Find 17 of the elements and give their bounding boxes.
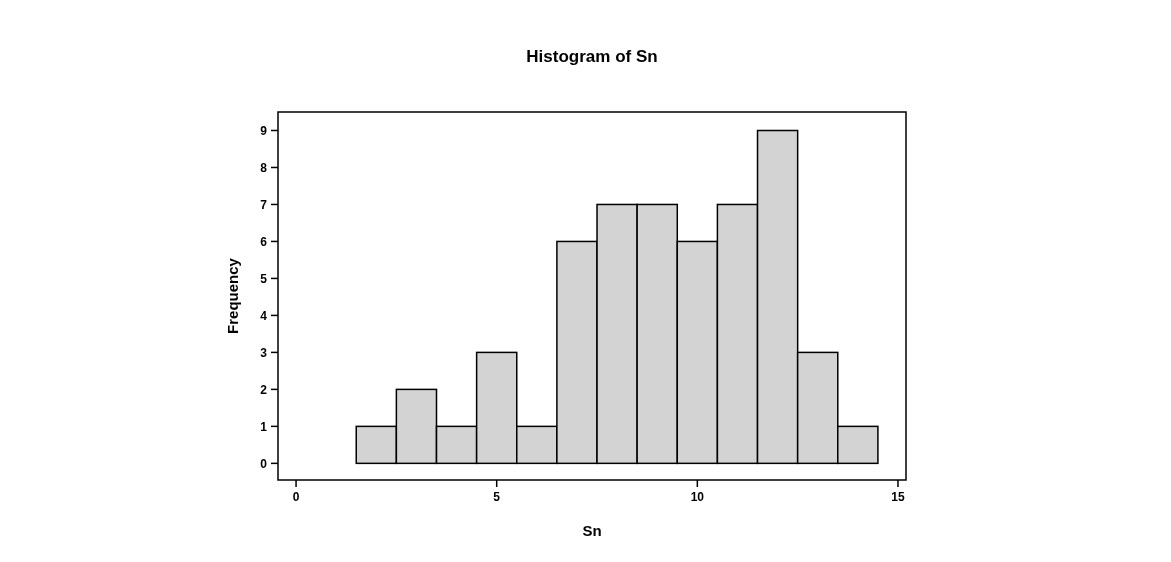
x-tick-label: 5 <box>493 490 501 504</box>
x-tick-label: 10 <box>690 490 705 504</box>
y-tick-label: 2 <box>260 382 268 397</box>
x-tick-label: 0 <box>292 490 300 504</box>
y-tick-label: 0 <box>260 456 268 471</box>
y-tick-label: 4 <box>260 308 268 323</box>
x-axis-title: Sn <box>582 522 602 539</box>
y-tick-label: 8 <box>260 160 268 175</box>
y-tick-label: 5 <box>260 271 268 286</box>
y-tick-label: 3 <box>260 345 268 360</box>
y-tick-label: 7 <box>260 197 268 212</box>
y-axis-title: Frequency <box>224 257 241 334</box>
y-tick-label: 1 <box>260 419 268 434</box>
x-tick-label: 15 <box>891 490 905 504</box>
y-tick-label: 9 <box>260 123 268 138</box>
chart-title: Histogram of Sn <box>526 47 658 66</box>
y-tick-label: 6 <box>260 234 268 249</box>
